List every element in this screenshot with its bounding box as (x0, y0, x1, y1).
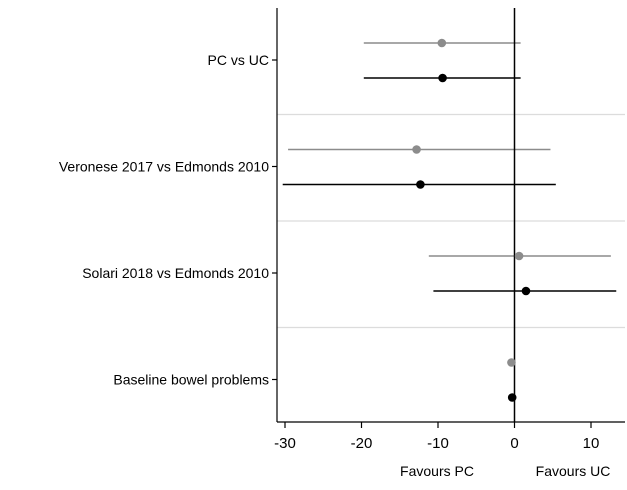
x-tick-label: -30 (274, 435, 296, 452)
group-label: Baseline bowel problems (113, 372, 269, 388)
y-ticks (272, 59, 277, 381)
confidence-intervals (282, 42, 617, 292)
group-label: Veronese 2017 vs Edmonds 2010 (59, 159, 269, 175)
group-separators (277, 113, 625, 329)
point-estimate-gray (507, 358, 516, 367)
point-estimate-black (521, 286, 531, 296)
point-estimate-black (438, 73, 447, 83)
x-tick-labels: -30 -20 -10 0 10 (274, 435, 599, 452)
point-estimate-gray (412, 145, 421, 154)
point-estimate-black (507, 393, 517, 402)
annotation-favours-pc: Favours PC (400, 463, 474, 479)
x-tick-label: -10 (427, 435, 449, 452)
x-tick-label: 0 (510, 435, 518, 452)
x-tick-label: 10 (583, 435, 600, 452)
group-label: PC vs UC (208, 52, 269, 68)
point-estimates (412, 38, 531, 402)
point-estimate-gray (437, 38, 447, 48)
y-tick-labels: PC vs UC Veronese 2017 vs Edmonds 2010 Sol… (59, 52, 269, 388)
x-tick-label: -20 (351, 435, 373, 452)
point-estimate-black (416, 180, 425, 189)
group-label: Solari 2018 vs Edmonds 2010 (82, 265, 269, 281)
annotation-favours-uc: Favours UC (536, 463, 611, 479)
x-ticks (284, 422, 592, 428)
point-estimate-gray (514, 251, 524, 261)
